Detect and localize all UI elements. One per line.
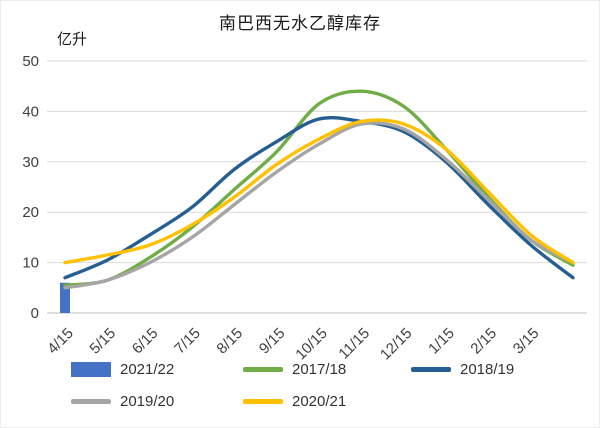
legend-swatch-2018-19: [411, 366, 451, 372]
legend-item-2020-21: 2020/21: [243, 391, 411, 411]
x-tick-label: 1/15: [425, 325, 458, 358]
legend-label-2017-18: 2017/18: [292, 360, 347, 378]
legend-label-2021-22: 2021/22: [120, 360, 175, 378]
line-series-2017/18: [63, 89, 575, 287]
chart-title: 南巴西无水乙醇库存: [219, 14, 381, 33]
x-tick-label: 4/15: [44, 325, 77, 358]
y-tick-label: 30: [22, 154, 39, 171]
x-tick-label: 5/15: [86, 325, 119, 358]
legend-item-2021-22: 2021/22: [71, 359, 243, 379]
legend-item-2018-19: 2018/19: [411, 359, 591, 379]
y-tick-label: 50: [22, 53, 39, 70]
y-tick-label: 0: [31, 305, 39, 322]
y-tick-label: 10: [22, 255, 39, 272]
x-tick-label: 12/15: [377, 325, 416, 364]
x-tick-label: 6/15: [129, 325, 162, 358]
x-tick-label: 11/15: [335, 325, 373, 363]
y-tick-label: 20: [22, 204, 39, 221]
x-tick-label: 7/15: [171, 325, 204, 358]
legend-swatch-2020-21: [243, 398, 283, 404]
legend-swatch-2019-20: [71, 398, 111, 404]
line-series-2018/19: [63, 115, 575, 280]
legend-swatch-2021-22: [71, 361, 111, 377]
legend-label-2020-21: 2020/21: [292, 392, 347, 410]
line-series-2019/20: [63, 121, 575, 290]
bar-series-2021/22: [60, 282, 70, 313]
x-tick-label: 3/15: [510, 325, 543, 358]
legend: 2021/22 2017/18 2018/19 2019/20 2020/21: [71, 359, 591, 411]
legend-item-2017-18: 2017/18: [243, 359, 411, 379]
line-series-2020/21: [63, 118, 575, 265]
x-tick-label: 2/15: [467, 325, 500, 358]
x-tick-label: 9/15: [256, 325, 289, 358]
legend-label-2018-19: 2018/19: [460, 360, 515, 378]
legend-label-2019-20: 2019/20: [120, 392, 175, 410]
y-tick-label: 40: [22, 103, 39, 120]
x-tick-label: 10/15: [292, 325, 331, 364]
legend-swatch-2017-18: [243, 366, 283, 372]
x-tick-label: 8/15: [213, 325, 246, 358]
y-axis-unit-label: 亿升: [57, 31, 88, 48]
legend-item-2019-20: 2019/20: [71, 391, 243, 411]
